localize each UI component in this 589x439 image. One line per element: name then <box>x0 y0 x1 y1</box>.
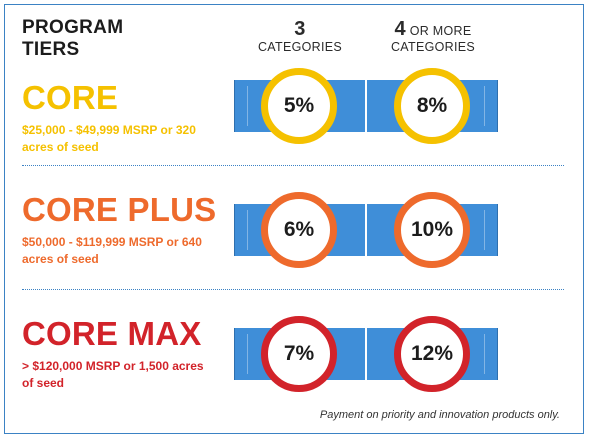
rate-badge-core-max-3: 7% <box>261 316 337 392</box>
tier-name: CORE PLUS <box>22 191 217 228</box>
column-header-number: 3 <box>294 18 306 40</box>
page-title: PROGRAM TIERS <box>22 17 124 60</box>
tier-name: CORE MAX <box>22 315 202 352</box>
column-header-suffix: OR MORE <box>409 24 472 38</box>
rate-badge-core-plus-4: 10% <box>394 192 470 268</box>
column-header-label: CATEGORIES <box>390 40 476 54</box>
tier-description: $50,000 - $119,999 MSRP or 640 acres of … <box>22 235 202 266</box>
rate-badge-core-max-4: 12% <box>394 316 470 392</box>
tier-core-max: CORE MAX > $120,000 MSRP or 1,500 acres … <box>22 316 252 392</box>
tier-core-plus: CORE PLUS $50,000 - $119,999 MSRP or 640… <box>22 192 252 268</box>
column-header-4-or-more-categories: 4 OR MORE CATEGORIES <box>368 18 498 55</box>
rate-badge-core-3: 5% <box>261 68 337 144</box>
tier-description: $25,000 - $49,999 MSRP or 320 acres of s… <box>22 123 196 154</box>
rate-badge-core-plus-3: 6% <box>261 192 337 268</box>
bar-divider <box>365 204 367 256</box>
bar-divider <box>365 80 367 132</box>
tier-core: CORE $25,000 - $49,999 MSRP or 320 acres… <box>22 80 252 156</box>
column-header-3-categories: 3 CATEGORIES <box>235 18 365 55</box>
divider <box>22 165 564 166</box>
footnote: Payment on priority and innovation produ… <box>319 409 560 421</box>
tier-description: > $120,000 MSRP or 1,500 acres of seed <box>22 359 204 390</box>
rate-badge-core-4: 8% <box>394 68 470 144</box>
bar-divider <box>365 328 367 380</box>
column-header-label: CATEGORIES <box>257 40 343 54</box>
divider <box>22 289 564 290</box>
column-header-number: 4 <box>394 18 406 40</box>
tier-name: CORE <box>22 79 119 116</box>
